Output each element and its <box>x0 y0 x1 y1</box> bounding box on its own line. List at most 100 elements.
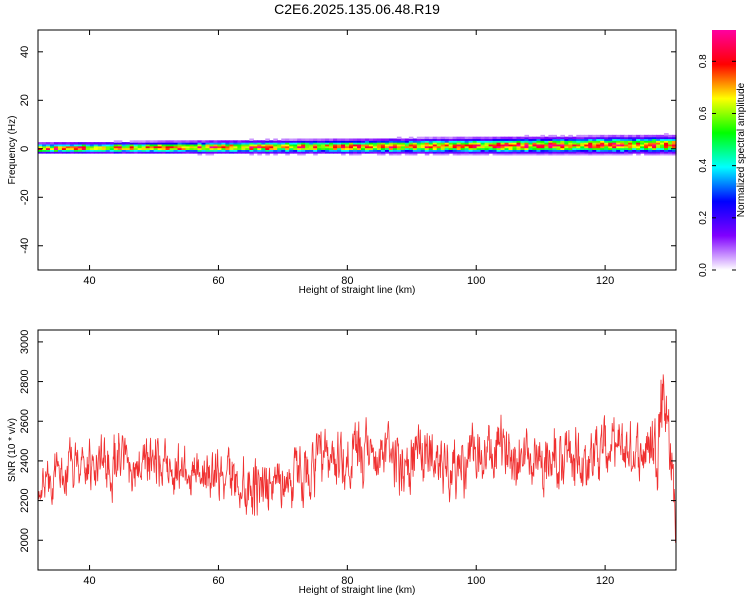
spectrogram-cell <box>137 140 143 143</box>
spectrogram-cell <box>137 143 143 147</box>
spectrogram-cell <box>368 140 374 143</box>
spectrogram-cell <box>213 149 219 152</box>
spectrogram-cell <box>628 140 633 143</box>
spectrogram-cell <box>516 151 522 154</box>
spectrogram-cell <box>69 143 75 147</box>
spectrogram-cell <box>524 153 530 156</box>
spectrogram-cell <box>380 149 386 152</box>
spectrogram-cell <box>672 153 677 156</box>
spectrogram-cell <box>360 138 366 141</box>
spectrogram-cell <box>257 153 262 156</box>
spectrogram-cell <box>528 143 534 147</box>
spectrogram-cell <box>672 151 677 154</box>
spectrogram-cell <box>432 138 438 141</box>
spectrogram-cell <box>305 142 310 145</box>
spectrogram-cell <box>664 142 669 145</box>
spectrogram-cell <box>456 149 462 152</box>
spectrogram-cell <box>576 136 581 140</box>
spectrogram-cell <box>632 138 637 141</box>
spectrogram-cell <box>636 138 641 141</box>
spectrogram-cell <box>372 143 378 147</box>
spectrogram-cell <box>309 147 314 150</box>
spectrogram-cell <box>624 151 629 154</box>
spectrogram-cell <box>532 149 538 152</box>
spectrogram-cell <box>564 151 569 154</box>
spectrogram-cell <box>428 140 434 143</box>
spectrogram-cell <box>193 143 199 147</box>
spectrogram-cell <box>133 142 139 145</box>
spectrogram-cell <box>265 138 270 141</box>
spectrogram-cell <box>368 142 374 145</box>
spectrogram-cell <box>277 147 282 150</box>
spectrogram-cell <box>209 153 215 156</box>
spectrogram-cell <box>400 142 406 145</box>
spectrogram-cell <box>572 136 577 140</box>
spectrogram-cell <box>508 138 514 141</box>
spectrogram-cell <box>548 134 553 138</box>
spectrogram-cell <box>652 143 657 147</box>
spectrogram-cell <box>552 142 557 145</box>
spectrogram-cell <box>528 147 534 150</box>
spectrogram-cell <box>444 145 450 149</box>
spectrogram-cell <box>500 147 506 150</box>
spectrogram-cell <box>504 143 510 147</box>
spectrogram-cell <box>628 136 633 140</box>
spectrogram-cell <box>412 145 418 149</box>
spectrogram-cell <box>396 140 402 143</box>
spectrogram-cell <box>257 142 262 145</box>
spectrogram-cell <box>233 147 238 150</box>
spectrogram-cell <box>349 138 354 141</box>
spectrogram-cell <box>229 151 234 154</box>
spectrogram-cell <box>624 136 629 140</box>
spectrogram-cell <box>400 143 406 147</box>
spectrogram-cell <box>193 147 199 150</box>
spectrogram-cell <box>137 142 143 145</box>
spectrogram-cell <box>644 143 649 147</box>
spectrogram-cell <box>161 143 167 147</box>
spectrogram-cell <box>460 143 466 147</box>
spectrogram-cell <box>229 140 234 143</box>
spectrogram-cell <box>524 136 530 140</box>
spectrogram-cell <box>408 142 414 145</box>
spectrogram-cell <box>325 140 330 143</box>
spectrogram-cell <box>408 151 414 154</box>
spectrogram-cell <box>496 147 502 150</box>
spectrogram-cell <box>516 142 522 145</box>
spectrogram-cell <box>329 149 334 152</box>
spectrogram-cell <box>436 142 442 145</box>
spectrogram-cell <box>49 142 55 145</box>
spectrogram-cell <box>564 147 569 150</box>
y-tick-label: -20 <box>19 189 31 205</box>
spectrogram-cell <box>580 138 585 141</box>
spectrogram-cell <box>448 149 454 152</box>
spectrogram-cell <box>512 138 518 141</box>
spectrogram-cell <box>488 142 494 145</box>
colorbar-tick-label: 0.4 <box>698 158 709 172</box>
spectrogram-cell <box>524 138 530 141</box>
spectrogram-cell <box>600 149 605 152</box>
spectrogram-cell <box>620 147 625 150</box>
spectrogram-cell <box>572 153 577 156</box>
spectrogram-cell <box>488 151 494 154</box>
spectrogram-cell <box>109 147 115 150</box>
spectrogram-cell <box>185 149 191 152</box>
spectrogram-cell <box>153 142 159 145</box>
spectrogram-cell <box>209 149 215 152</box>
spectrogram-cell <box>169 142 175 145</box>
spectrogram-cell <box>392 142 398 145</box>
spectrogram-cell <box>488 143 494 147</box>
spectrogram-cell <box>428 143 434 147</box>
spectrogram-cell <box>596 153 601 156</box>
colorbar: 0.0 0.2 0.4 0.6 0.8 Normalized spectral ampl… <box>698 30 747 277</box>
y-tick-label: 20 <box>19 94 31 106</box>
spectrogram-cell <box>528 136 534 140</box>
spectrogram-cell <box>333 138 338 141</box>
spectrogram-cell <box>38 145 43 149</box>
spectrogram-cell <box>309 140 314 143</box>
spectrogram-cell <box>456 138 462 141</box>
spectrogram-cell <box>325 151 330 154</box>
x-tick-label: 80 <box>341 275 353 287</box>
spectrogram-cell <box>297 147 302 150</box>
spectrogram-cell <box>169 147 175 150</box>
spectrogram-cell <box>317 151 322 154</box>
